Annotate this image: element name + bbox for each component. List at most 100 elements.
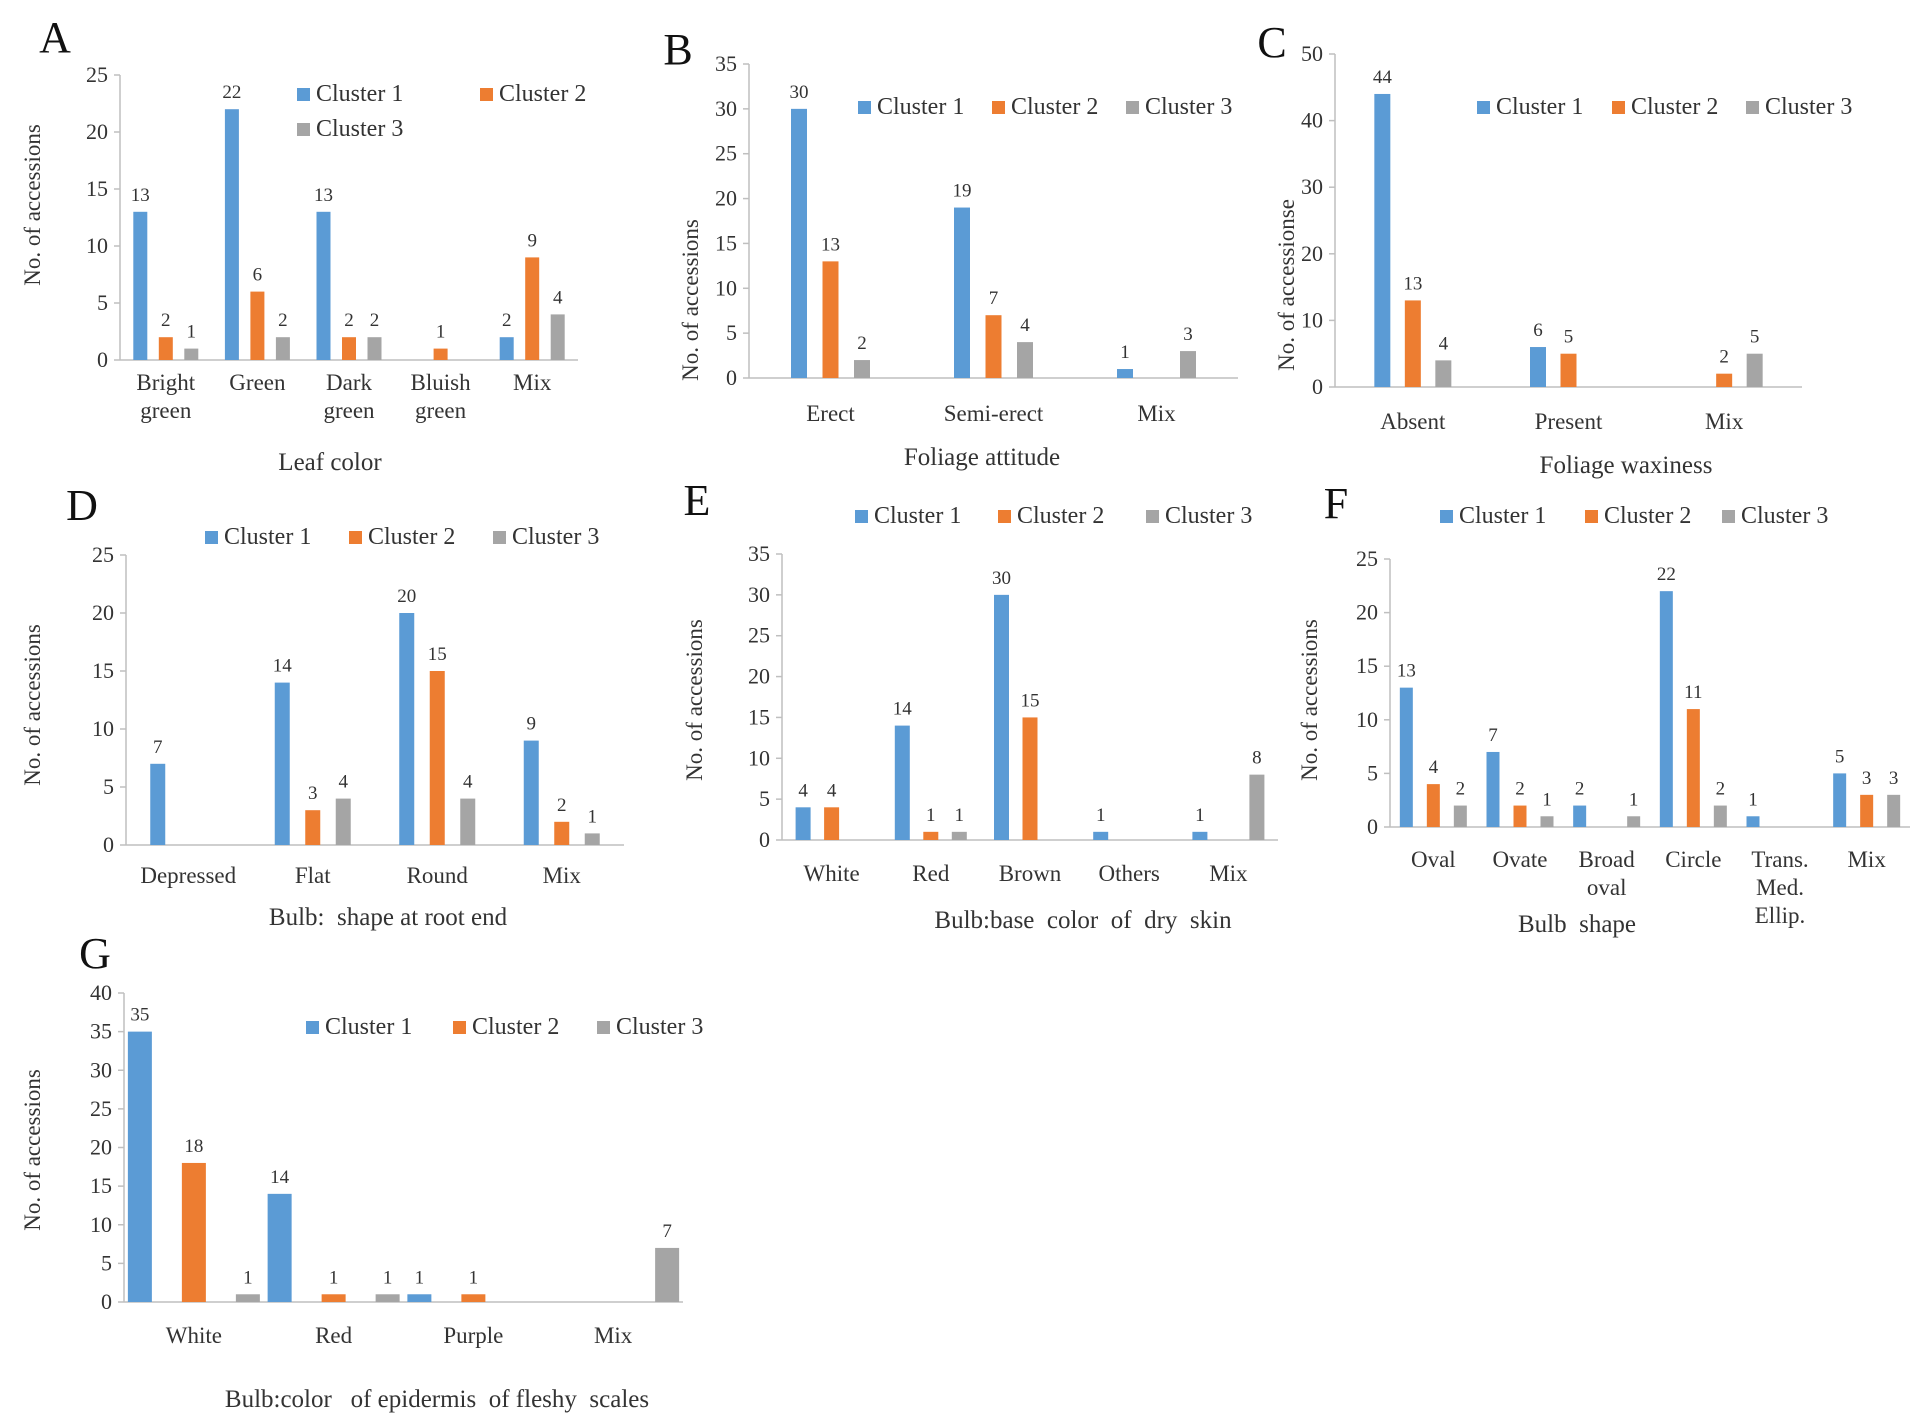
panel-f-bar-cluster-1-mix: [1833, 773, 1847, 827]
panel-f-x-tick-label: Oval: [1411, 847, 1456, 872]
panel-b-x-tick-label: Erect: [806, 401, 855, 426]
panel-e-y-tick-label: 20: [748, 664, 770, 689]
panel-e-data-label: 14: [893, 699, 913, 720]
panel-c-x-tick-label: Absent: [1380, 409, 1446, 434]
panel-f-y-tick-label: 20: [1356, 600, 1378, 625]
panel-a-data-label: 13: [131, 185, 150, 206]
panel-d-data-label: 20: [397, 586, 416, 607]
panel-a-bar-cluster-3-mix: [550, 314, 565, 360]
panel-a-data-label: 6: [253, 265, 263, 286]
panel-d-x-tick-label: Depressed: [140, 863, 236, 888]
panel-b-bar-cluster-2-semi-erect: [985, 315, 1002, 378]
panel-c-data-label: 5: [1750, 327, 1760, 348]
panel-a-y-tick-label: 0: [97, 347, 108, 372]
panel-f-y-tick-label: 5: [1367, 760, 1378, 785]
panel-d-bar-cluster-3-flat: [335, 798, 351, 845]
panel-d-bar-cluster-1-flat: [274, 682, 290, 845]
panel-c-y-tick-label: 20: [1301, 241, 1323, 266]
panel-f-data-label: 1: [1748, 789, 1758, 810]
panel-g-legend-label-cluster-3: Cluster 3: [616, 1014, 703, 1040]
panel-e-legend-label-cluster-1: Cluster 1: [874, 503, 961, 529]
panel-e-y-tick-label: 15: [748, 704, 770, 729]
panel-c-y-tick-label: 0: [1312, 374, 1323, 399]
panel-e-letter: E: [684, 476, 711, 525]
panel-g-bar-cluster-2-red: [321, 1294, 346, 1302]
panel-g-data-label: 1: [383, 1267, 393, 1288]
panel-c-data-label: 13: [1403, 273, 1422, 294]
panel-e-y-tick-label: 5: [759, 786, 770, 811]
panel-a-data-label: 2: [344, 310, 354, 331]
panel-c-y-tick-label: 10: [1301, 307, 1323, 332]
panel-f-bar-cluster-1-oval: [1399, 687, 1413, 827]
panel-e-legend-label-cluster-2: Cluster 2: [1017, 503, 1104, 529]
panel-g-data-label: 18: [184, 1136, 203, 1157]
panel-a-bar-cluster-1-dark-green: [316, 211, 331, 360]
panel-b-bar-cluster-3-mix: [1180, 351, 1196, 378]
panel-b-y-tick-label: 35: [715, 51, 737, 76]
panel-d-bar-cluster-3-round: [460, 798, 476, 845]
panel-f-bar-cluster-1-broad-oval: [1573, 805, 1587, 827]
panel-e-data-label: 4: [827, 780, 837, 801]
panel-b-bar-cluster-3-semi-erect: [1017, 342, 1033, 378]
panel-d-data-label: 2: [557, 795, 567, 816]
panel-d-legend-label-cluster-3: Cluster 3: [512, 524, 599, 550]
panel-e-legend-swatch-cluster-2: [998, 510, 1011, 523]
panel-a-bar-cluster-2-mix: [525, 257, 540, 360]
panel-g-data-label: 1: [469, 1267, 479, 1288]
panel-b-data-label: 2: [857, 333, 867, 354]
panel-b-data-label: 7: [989, 288, 999, 309]
panel-a-bar-cluster-3-dark-green: [367, 337, 382, 360]
panel-f-legend-label-cluster-1: Cluster 1: [1459, 503, 1546, 529]
panel-f-bar-cluster-2-ovate: [1513, 805, 1527, 827]
panel-g-y-tick-label: 10: [90, 1212, 112, 1237]
panel-a-y-tick-label: 10: [86, 233, 108, 258]
panel-d-legend-swatch-cluster-2: [349, 531, 362, 544]
panel-b-letter: B: [663, 25, 692, 74]
panel-g-data-label: 14: [270, 1167, 290, 1188]
panel-c-legend-swatch-cluster-1: [1477, 101, 1490, 114]
panel-f-bar-cluster-3-broad-oval: [1627, 816, 1641, 827]
panel-g-legend-label-cluster-1: Cluster 1: [325, 1014, 412, 1040]
panel-b-y-axis-title: No. of accessions: [678, 219, 703, 381]
panel-a-bar-cluster-1-mix: [499, 337, 514, 360]
panel-a-y-axis-title: No. of accessions: [20, 124, 45, 286]
panel-a-y-tick-label: 25: [86, 62, 108, 87]
panel-e-data-label: 8: [1252, 748, 1262, 769]
panel-f-data-label: 22: [1657, 564, 1676, 585]
panel-g-data-label: 35: [130, 1005, 149, 1026]
panel-f-bar-cluster-1-trans-med-ellip: [1746, 816, 1760, 827]
panel-c-legend-label-cluster-1: Cluster 1: [1496, 94, 1583, 120]
panel-c-bar-cluster-2-mix: [1716, 373, 1733, 387]
panel-c-data-label: 5: [1564, 327, 1574, 348]
panel-f-bar-cluster-2-oval: [1426, 784, 1440, 827]
panel-c-legend-label-cluster-2: Cluster 2: [1631, 94, 1718, 120]
panel-b-x-axis-title: Foliage attitude: [904, 444, 1060, 471]
panel-b-y-tick-label: 0: [726, 365, 737, 390]
panel-d-data-label: 1: [588, 806, 598, 827]
panel-a-bar-cluster-3-bright-green: [184, 348, 199, 360]
panel-b-y-tick-label: 25: [715, 141, 737, 166]
panel-b-bar-cluster-2-erect: [822, 261, 839, 378]
panel-g-bar-cluster-2-purple: [461, 1294, 486, 1302]
panel-e-bar-cluster-3-red: [951, 831, 967, 840]
panel-d-y-tick-label: 10: [92, 716, 114, 741]
panel-c-x-tick-label: Mix: [1705, 409, 1744, 434]
panel-d-data-label: 4: [339, 772, 349, 793]
panel-e-data-label: 30: [992, 568, 1011, 589]
panel-a-bar-cluster-2-green: [250, 291, 265, 360]
panel-a-legend-label-cluster-1: Cluster 1: [316, 81, 403, 107]
panel-b-chart: B0510152025303530132Erect1974Semi-erect1…: [663, 25, 1238, 471]
panel-b-data-label: 4: [1020, 315, 1030, 336]
panel-e-x-axis-title: Bulb:base color of dry skin: [934, 907, 1232, 934]
panel-g-x-tick-label: Purple: [443, 1323, 503, 1348]
panel-d-y-tick-label: 5: [103, 774, 114, 799]
panel-f-x-tick-label: Ovate: [1493, 847, 1548, 872]
panel-f-data-label: 11: [1684, 682, 1702, 703]
panel-g-x-axis-title: Bulb:color of epidermis of fleshy scales: [225, 1386, 649, 1413]
panel-e-y-tick-label: 25: [748, 623, 770, 648]
panel-f-data-label: 7: [1488, 725, 1498, 746]
panel-f-data-label: 2: [1716, 779, 1726, 800]
panel-e-data-label: 1: [955, 805, 965, 826]
